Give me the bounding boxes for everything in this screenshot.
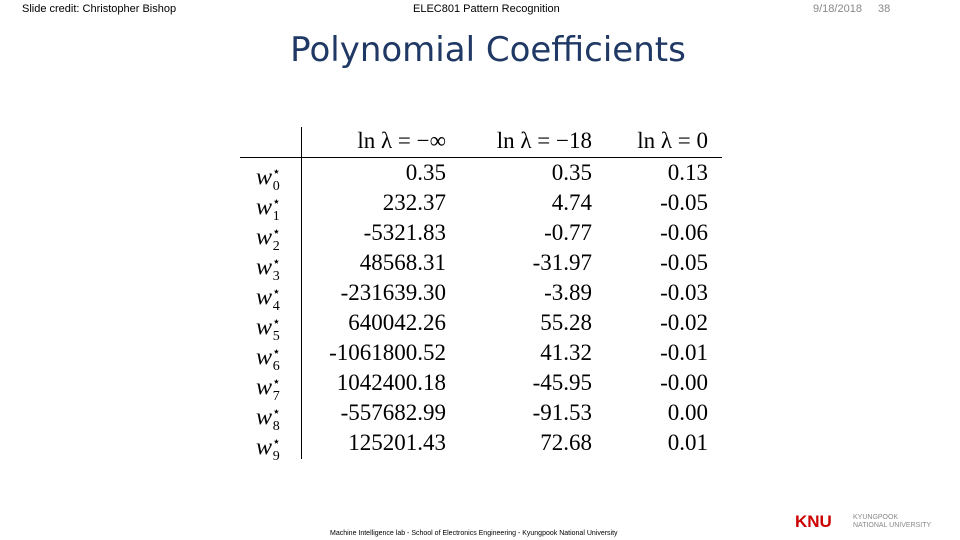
cell: -0.05 bbox=[660, 250, 708, 275]
variable: w bbox=[256, 314, 273, 341]
cell: 48568.31 bbox=[359, 250, 446, 275]
superscript: ⋆ bbox=[272, 405, 281, 420]
row-label: w⋆9 bbox=[256, 428, 281, 472]
cell: -0.03 bbox=[660, 280, 708, 305]
subscript: 4 bbox=[272, 299, 280, 315]
cell: -231639.30 bbox=[340, 280, 446, 305]
superscript: ⋆ bbox=[272, 345, 281, 360]
subscript: 6 bbox=[272, 359, 280, 375]
cell: -0.01 bbox=[660, 340, 708, 365]
variable: w bbox=[256, 284, 273, 311]
variable: w bbox=[256, 224, 273, 251]
cell: 0.00 bbox=[667, 400, 708, 425]
cell: -5321.83 bbox=[363, 220, 446, 245]
row-label: w⋆4 bbox=[256, 278, 281, 322]
column-header: ln λ = 0 bbox=[637, 128, 708, 153]
credit: Slide credit: Christopher Bishop bbox=[22, 3, 177, 15]
cell: -0.05 bbox=[660, 190, 708, 215]
cell: 1042400.18 bbox=[336, 370, 446, 395]
superscript: ⋆ bbox=[272, 375, 281, 390]
cell: -31.97 bbox=[532, 250, 592, 275]
subscript: 1 bbox=[272, 209, 280, 225]
logo: KNU bbox=[795, 512, 832, 531]
cell: -3.89 bbox=[544, 280, 592, 305]
cell: 72.68 bbox=[540, 430, 592, 455]
page-number: 38 bbox=[878, 3, 891, 15]
row-label: w⋆8 bbox=[256, 398, 281, 442]
superscript: ⋆ bbox=[272, 165, 281, 180]
row-label: w⋆1 bbox=[256, 188, 281, 232]
column-header: ln λ = −18 bbox=[496, 128, 592, 153]
row-label: w⋆6 bbox=[256, 338, 281, 382]
subscript: 0 bbox=[272, 179, 280, 195]
variable: w bbox=[256, 344, 273, 371]
title: Polynomial Coefficients bbox=[290, 30, 686, 70]
subscript: 5 bbox=[272, 329, 280, 345]
variable: w bbox=[256, 374, 273, 401]
variable: w bbox=[256, 194, 273, 221]
cell: 55.28 bbox=[540, 310, 592, 335]
subscript: 8 bbox=[272, 419, 280, 435]
logo-text: KYUNGPOOK bbox=[853, 514, 899, 521]
cell: 232.37 bbox=[382, 190, 446, 215]
column-header: ln λ = −∞ bbox=[357, 128, 446, 153]
date: 9/18/2018 bbox=[813, 3, 862, 15]
superscript: ⋆ bbox=[272, 255, 281, 270]
cell: -91.53 bbox=[532, 400, 592, 425]
cell: 125201.43 bbox=[348, 430, 446, 455]
logo-text: NATIONAL UNIVERSITY bbox=[853, 522, 932, 529]
row-label: w⋆3 bbox=[256, 248, 281, 292]
cell: -0.02 bbox=[660, 310, 708, 335]
row-label: w⋆2 bbox=[256, 218, 281, 262]
subscript: 2 bbox=[272, 239, 280, 255]
cell: 41.32 bbox=[540, 340, 592, 365]
superscript: ⋆ bbox=[272, 225, 281, 240]
variable: w bbox=[256, 404, 273, 431]
cell: 4.74 bbox=[551, 190, 592, 215]
cell: 0.01 bbox=[667, 430, 708, 455]
cell: 640042.26 bbox=[348, 310, 446, 335]
cell: -1061800.52 bbox=[329, 340, 446, 365]
cell: -0.00 bbox=[660, 370, 708, 395]
subscript: 7 bbox=[272, 389, 280, 405]
row-label: w⋆5 bbox=[256, 308, 281, 352]
cell: -0.77 bbox=[544, 220, 592, 245]
cell: -45.95 bbox=[532, 370, 592, 395]
cell: -557682.99 bbox=[340, 400, 446, 425]
cell: 0.35 bbox=[405, 160, 446, 185]
subscript: 9 bbox=[272, 449, 280, 465]
superscript: ⋆ bbox=[272, 435, 281, 450]
subscript: 3 bbox=[272, 269, 280, 285]
footer: Machine Intelligence lab - School of Ele… bbox=[330, 530, 618, 537]
cell: 0.35 bbox=[551, 160, 592, 185]
table-rule bbox=[240, 157, 722, 158]
superscript: ⋆ bbox=[272, 315, 281, 330]
row-label: w⋆7 bbox=[256, 368, 281, 412]
row-label: w⋆0 bbox=[256, 158, 281, 202]
table-rule bbox=[301, 127, 302, 459]
superscript: ⋆ bbox=[272, 195, 281, 210]
variable: w bbox=[256, 254, 273, 281]
cell: 0.13 bbox=[667, 160, 708, 185]
superscript: ⋆ bbox=[272, 285, 281, 300]
variable: w bbox=[256, 164, 273, 191]
cell: -0.06 bbox=[660, 220, 708, 245]
variable: w bbox=[256, 434, 273, 461]
course: ELEC801 Pattern Recognition bbox=[413, 3, 560, 15]
